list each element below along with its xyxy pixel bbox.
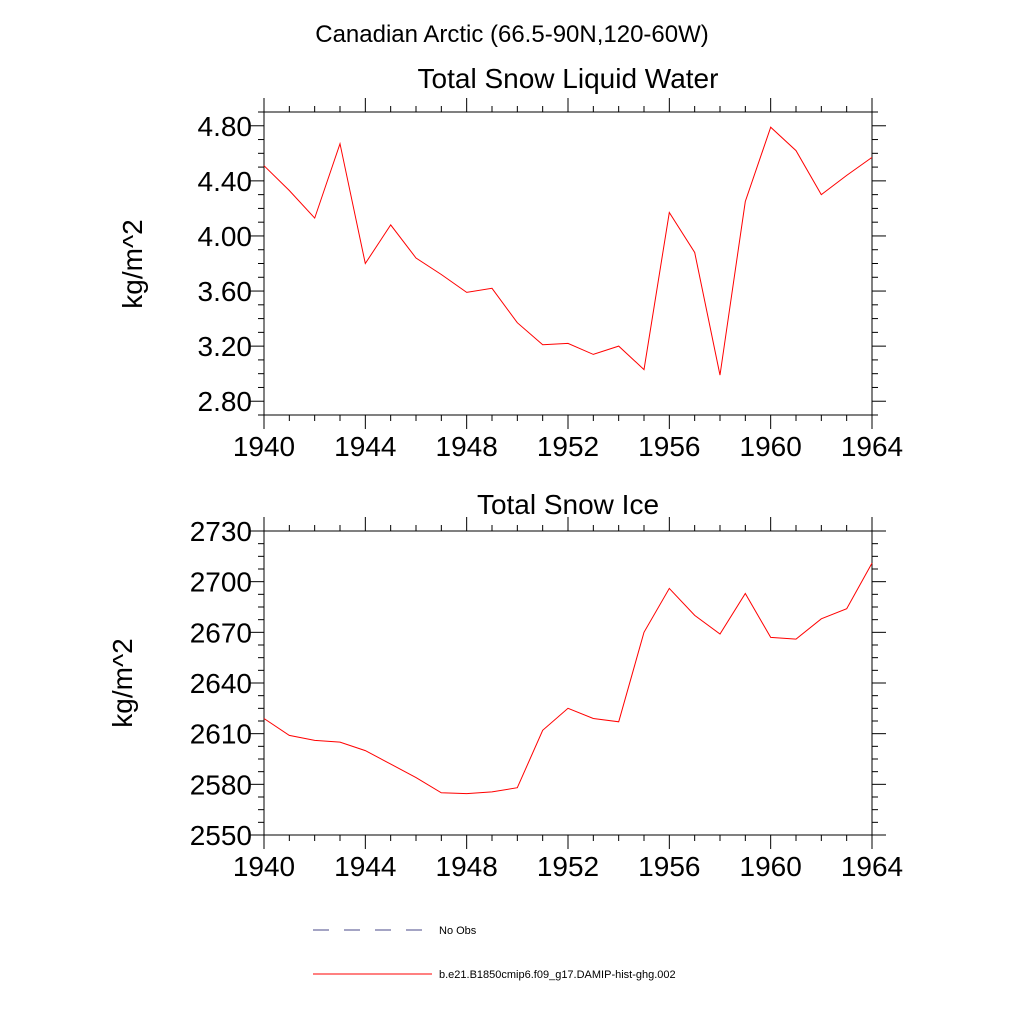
y-tick-label: 3.60: [198, 276, 253, 307]
figure-suptitle: Canadian Arctic (66.5-90N,120-60W): [315, 21, 709, 48]
x-tick-label: 1944: [334, 851, 396, 882]
y-tick-label: 4.00: [198, 221, 253, 252]
y-tick-label: 4.80: [198, 111, 253, 142]
x-tick-label: 1940: [233, 851, 295, 882]
panel-title: Total Snow Liquid Water: [418, 63, 719, 94]
x-tick-label: 1960: [740, 431, 802, 462]
x-tick-label: 1948: [436, 431, 498, 462]
plot-frame: [263, 530, 873, 836]
y-tick-label: 2.80: [198, 386, 253, 417]
legend-label-no-obs: No Obs: [439, 925, 477, 937]
plot-frame: [263, 111, 873, 416]
x-tick-label: 1952: [537, 851, 599, 882]
y-tick-label: 3.20: [198, 331, 253, 362]
y-tick-label: 2550: [190, 820, 252, 851]
panel-title: Total Snow Ice: [477, 489, 659, 520]
panel-total-snow-liquid-water: Total Snow Liquid Water kg/m^2 1940 1944 1…: [117, 63, 903, 462]
axis-ticks: 1940 1944 1948 1952 1956 1960 1964 2550 2580 2610…: [190, 516, 903, 882]
y-tick-label: 2610: [190, 719, 252, 750]
legend-label-model: b.e21.B1850cmip6.f09_g17.DAMIP-hist-ghg.…: [439, 969, 676, 981]
x-tick-label: 1944: [334, 431, 396, 462]
x-tick-label: 1948: [436, 851, 498, 882]
y-tick-label: 2580: [190, 769, 252, 800]
y-tick-label: 2670: [190, 617, 252, 648]
y-axis-label: kg/m^2: [107, 638, 138, 727]
y-tick-label: 2730: [190, 516, 252, 547]
x-tick-label: 1964: [841, 431, 903, 462]
x-tick-label: 1960: [740, 851, 802, 882]
y-tick-label: 4.40: [198, 166, 253, 197]
x-tick-label: 1952: [537, 431, 599, 462]
y-tick-label: 2640: [190, 668, 252, 699]
y-axis-label: kg/m^2: [117, 219, 148, 308]
series-line-model: [263, 562, 873, 795]
x-tick-label: 1956: [638, 431, 700, 462]
axis-ticks: 1940 1944 1948 1952 1956 1960 1964 2.80 3.20 3.60…: [198, 98, 903, 462]
panel-total-snow-ice: Total Snow Ice kg/m^2 1940 1944 1948 1952 19…: [107, 489, 903, 882]
x-tick-label: 1956: [638, 851, 700, 882]
x-tick-label: 1964: [841, 851, 903, 882]
legend: No Obs b.e21.B1850cmip6.f09_g17.DAMIP-hi…: [313, 925, 676, 981]
series-line-model: [263, 126, 873, 376]
y-tick-label: 2700: [190, 567, 252, 598]
x-tick-label: 1940: [233, 431, 295, 462]
